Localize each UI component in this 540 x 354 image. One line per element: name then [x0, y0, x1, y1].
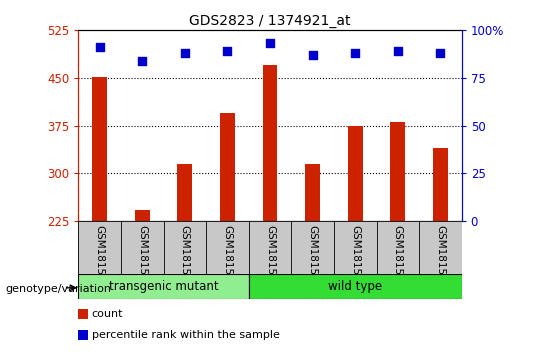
Point: [95, 45, 104, 50]
Bar: [249, 274, 462, 299]
Point: [180, 50, 189, 56]
Text: GSM181544: GSM181544: [393, 225, 403, 289]
Text: GSM181541: GSM181541: [265, 225, 275, 289]
Point: [436, 50, 445, 56]
Point: [308, 52, 317, 58]
Text: transgenic mutant: transgenic mutant: [109, 280, 218, 293]
Bar: [262, 65, 278, 221]
Text: count: count: [92, 309, 123, 319]
Text: GSM181543: GSM181543: [350, 225, 360, 289]
Bar: [78, 274, 249, 299]
Text: GSM181545: GSM181545: [435, 225, 445, 289]
Text: GSM181540: GSM181540: [222, 225, 232, 289]
Text: GSM181542: GSM181542: [308, 225, 318, 289]
Point: [351, 50, 360, 56]
Text: wild type: wild type: [328, 280, 382, 293]
Point: [138, 58, 146, 63]
Bar: [390, 122, 405, 221]
Point: [266, 41, 274, 46]
Bar: [177, 164, 192, 221]
Title: GDS2823 / 1374921_at: GDS2823 / 1374921_at: [189, 14, 351, 28]
Bar: [92, 77, 107, 221]
Bar: [135, 210, 150, 221]
Text: GSM181538: GSM181538: [137, 225, 147, 289]
Bar: [220, 113, 235, 221]
Bar: [305, 164, 320, 221]
Text: genotype/variation: genotype/variation: [5, 284, 111, 293]
Text: percentile rank within the sample: percentile rank within the sample: [92, 330, 280, 340]
Text: GSM181537: GSM181537: [94, 225, 105, 289]
Point: [394, 48, 402, 54]
Point: [223, 48, 232, 54]
Bar: [433, 148, 448, 221]
Text: GSM181539: GSM181539: [180, 225, 190, 289]
Bar: [348, 126, 363, 221]
